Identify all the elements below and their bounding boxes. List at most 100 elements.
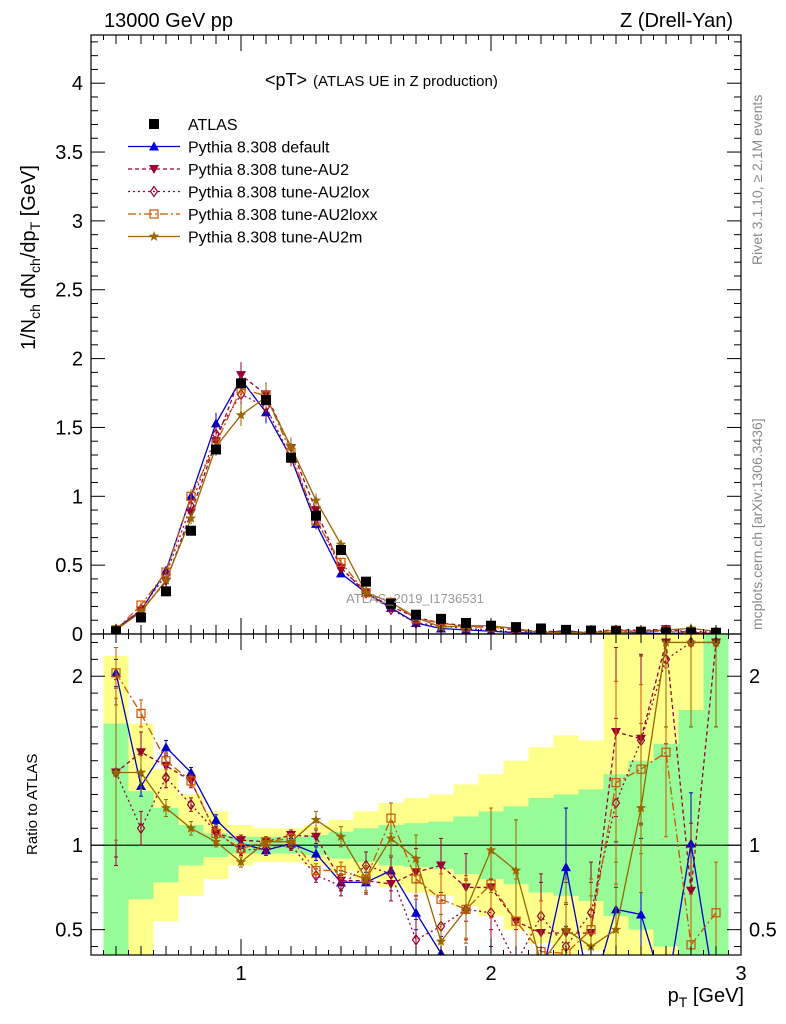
legend-marker [149,185,159,198]
ratio-point [410,853,422,864]
ratio-point [686,886,696,896]
ratio-y-tick-label: 0.5 [749,920,777,942]
ratio-point [510,865,522,875]
data-point [286,452,296,463]
data-point [186,525,196,536]
legend-label: ATLAS [188,117,238,134]
plot-title: <pT> (ATLAS UE in Z production) [265,70,498,90]
data-point [211,418,221,428]
legend-entry: Pythia 8.308 tune-AU2m [128,230,362,247]
ratio-point [186,767,196,777]
ratio-point [186,798,196,811]
y-tick-label: 1.5 [55,417,83,439]
ratio-point [435,935,447,946]
ratio-point [261,842,271,855]
legend-entry: Pythia 8.308 tune-AU2loxx [128,207,377,224]
ratio-panel: 1 2 30.5 0.51 12 2 [55,633,777,985]
ratio-point [136,822,146,835]
data-point [136,612,146,623]
ratio-y-axis-label: Ratio to ATLAS [24,754,41,855]
header-right: Z (Drell-Yan) [620,10,733,32]
legend-label: Pythia 8.308 tune-AU2m [188,230,362,247]
data-point [185,512,197,523]
data-point [360,587,372,598]
ratio-point [636,909,646,919]
data-point [336,557,346,567]
y-tick-label: 0.5 [55,555,83,577]
legend-label: Pythia 8.308 tune-AU2loxx [188,207,377,224]
y-tick-label: 3.5 [55,142,83,164]
y-tick-label: 2 [72,349,83,371]
legend-marker [148,231,160,241]
ratio-point [160,802,172,813]
data-point [411,609,421,620]
ratio-y-tick-label: 0.5 [55,920,83,942]
plot-subtitle: (ATLAS UE in Z production) [313,73,498,90]
legend-entry: Pythia 8.308 default [128,140,330,157]
legend-label: Pythia 8.308 default [188,140,330,157]
ratio-point [311,865,321,876]
data-point [335,538,347,549]
watermark: ATLAS_2019_I1736531 [346,591,484,606]
ratio-point [136,708,146,719]
x-tick-label: 1 [235,963,246,985]
data-point [235,409,247,420]
ratio-point [236,836,246,846]
ratio-point [436,861,446,871]
header-left: 13000 GeV pp [104,10,233,32]
ratio-point [711,908,721,918]
x-axis-label: pT [GeV] [668,985,744,1010]
y-tick-label: 3 [72,211,83,233]
ratio-point [411,933,421,946]
ratio-point [235,856,247,867]
legend: ATLAS Pythia 8.308 default Pythia 8.308 tu… [128,117,377,247]
data-point [261,394,271,405]
data-point [160,574,172,585]
legend-entry: Pythia 8.308 tune-AU2 [128,162,349,179]
y-tick-label: 2.5 [55,280,83,302]
x-tick-label: 3 [735,963,746,985]
ratio-point [360,873,372,884]
y-tick-label: 4 [72,73,83,95]
data-point [211,444,221,455]
data-point [461,617,471,628]
ratio-point [136,748,146,758]
ratio-point [161,756,171,766]
ratio-point [385,832,397,843]
legend-entry: ATLAS [149,117,238,134]
ratio-y-tick-label: 1 [749,835,760,857]
ratio-point [260,836,272,847]
ratio-point [236,844,246,857]
ratio-point [336,879,346,892]
ratio-point [111,668,121,678]
legend-marker [149,119,159,129]
ratio-point [485,844,497,855]
legend-marker [149,209,159,219]
ratio-point [611,778,621,788]
ratio-point [661,747,671,757]
ratio-point [210,836,222,847]
ratio-y-tick-label: 1 [72,835,83,857]
data-point [311,510,321,521]
data-point [336,545,346,556]
legend-label: Pythia 8.308 tune-AU2 [188,162,349,179]
ratio-point [460,903,472,914]
ratio-y-tick-label: 2 [72,666,83,688]
ratio-point [161,771,171,784]
data-point [236,371,246,381]
y-tick-label: 0 [72,624,83,646]
ratio-point [285,836,297,847]
ratio-point [185,822,197,833]
data-point [361,576,371,587]
data-point [310,494,322,505]
ratio-point [436,894,446,904]
data-point [285,441,297,452]
ratio-point [236,843,246,854]
ratio-point [211,814,221,824]
ratio-point [610,924,622,935]
data-point [311,506,321,516]
legend-entry: Pythia 8.308 tune-AU2lox [128,185,369,202]
plot-title-main: <pT> [265,70,307,90]
ratio-point [110,767,122,777]
